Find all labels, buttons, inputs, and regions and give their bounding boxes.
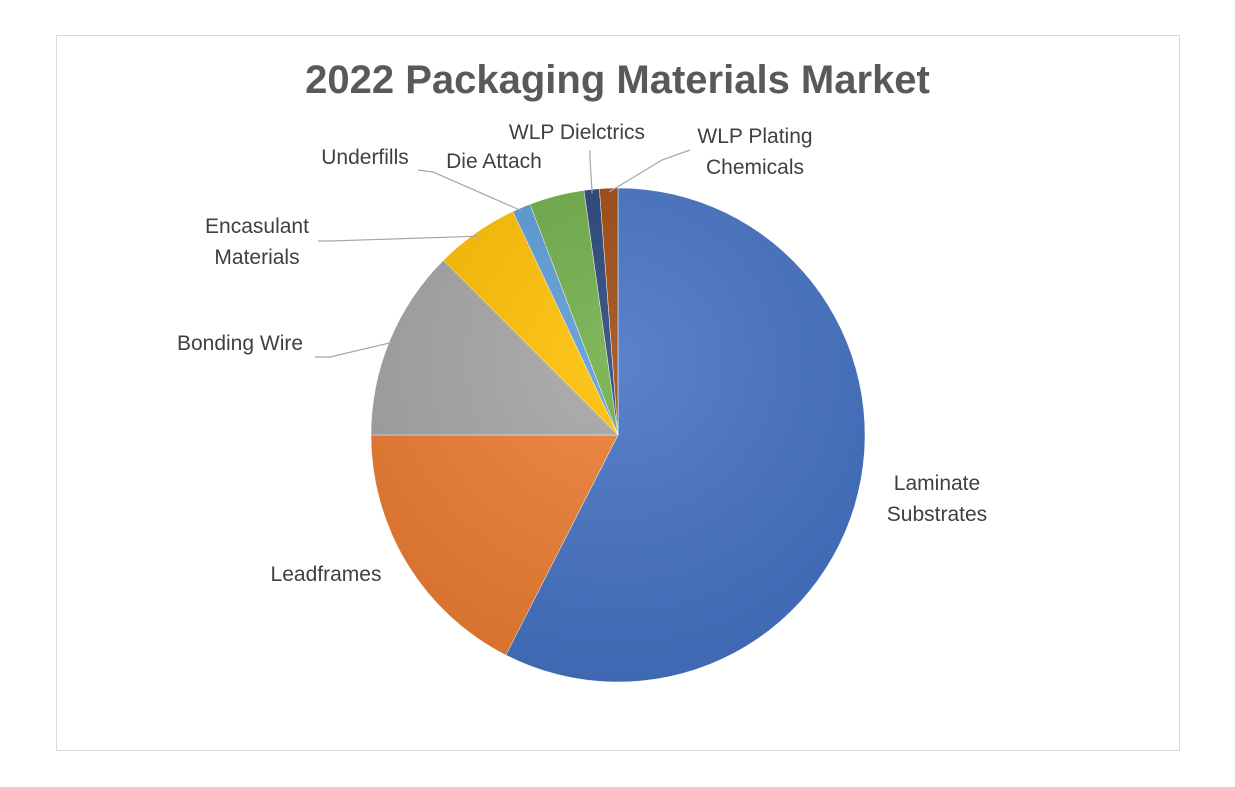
slice-label-1: Laminate Substrates bbox=[887, 472, 987, 526]
slice-label-8: WLP Plating Chemicals bbox=[697, 125, 812, 179]
slice-label-4: Encasulant Materials bbox=[205, 215, 309, 269]
slice-label-2: Leadframes bbox=[271, 563, 382, 586]
slice-label-6: Die Attach bbox=[446, 150, 542, 173]
leader-line-5 bbox=[417, 169, 524, 212]
chart-title: 2022 Packaging Materials Market bbox=[305, 58, 930, 102]
leader-line-4 bbox=[318, 235, 479, 242]
slice-label-3: Bonding Wire bbox=[177, 332, 303, 355]
leader-line-3 bbox=[315, 341, 394, 358]
leader-line-8 bbox=[608, 149, 691, 193]
leader-line-7 bbox=[589, 150, 593, 194]
slice-label-7: WLP Dielctrics bbox=[509, 121, 645, 144]
slice-label-5: Underfills bbox=[321, 146, 409, 169]
